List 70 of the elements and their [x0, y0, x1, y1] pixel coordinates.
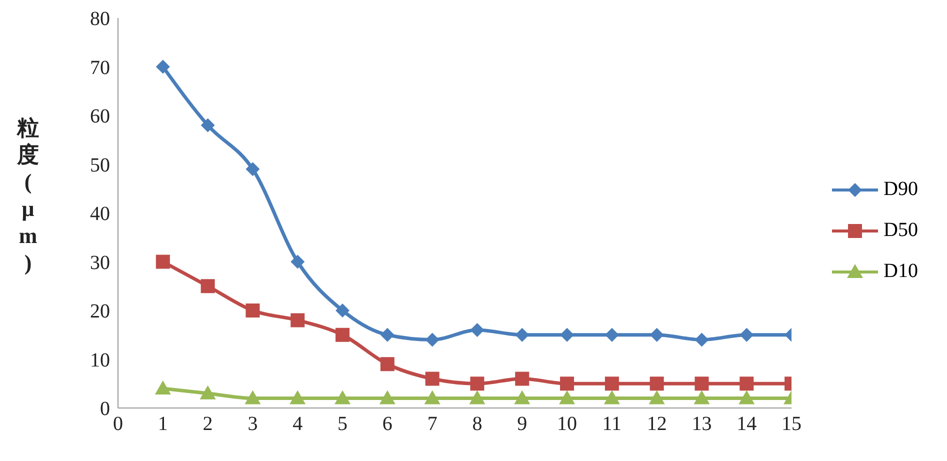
point: [200, 385, 216, 400]
x-tick-label: 11: [602, 413, 622, 436]
point: [380, 357, 394, 372]
x-tick-label: 2: [202, 413, 213, 436]
y-tick-label: 10: [90, 349, 110, 372]
x-tick-label: 14: [736, 413, 757, 436]
point: [470, 323, 484, 337]
x-tick-label: 6: [382, 413, 392, 436]
x-tick-label: 9: [517, 413, 528, 436]
x-tick-label: 4: [292, 413, 303, 436]
point: [740, 328, 754, 342]
y-tick-label: 0: [100, 398, 110, 420]
point: [246, 162, 260, 176]
legend-label: D10: [884, 260, 918, 283]
x-tick-label: 13: [692, 413, 712, 436]
point: [200, 118, 215, 132]
x-tick-label: 10: [557, 413, 578, 436]
point: [156, 254, 170, 269]
legend-label: D90: [884, 178, 918, 201]
y-tick-label: 20: [90, 300, 110, 323]
point: [559, 390, 576, 404]
point: [336, 328, 350, 342]
point: [694, 376, 709, 391]
point: [650, 376, 664, 391]
y-tick-label: 40: [90, 203, 110, 226]
point: [154, 380, 171, 394]
y-tick-label: 70: [90, 56, 110, 79]
x-tick-label: 5: [338, 413, 348, 436]
point: [244, 390, 261, 404]
x-tick-label: 3: [248, 413, 258, 436]
point: [379, 390, 396, 404]
x-tick-label: 7: [427, 413, 438, 436]
point: [694, 332, 709, 347]
x-tick-label: 12: [646, 413, 667, 436]
point: [604, 376, 619, 391]
point: [380, 328, 394, 342]
legend-label: D50: [884, 219, 918, 242]
point: [425, 372, 440, 386]
point: [604, 328, 619, 342]
point: [515, 372, 530, 386]
x-tick-label: 1: [158, 413, 168, 436]
point: [740, 376, 754, 391]
point: [650, 328, 664, 342]
y-axis-title: 粒度(μm): [16, 115, 39, 275]
point: [336, 304, 350, 318]
y-tick-label: 60: [90, 106, 110, 128]
point: [604, 390, 620, 404]
point: [694, 390, 710, 404]
point: [290, 254, 305, 269]
point: [424, 390, 440, 404]
point: [334, 390, 351, 404]
point: [738, 390, 755, 404]
point: [156, 60, 170, 74]
point: [648, 390, 665, 404]
point: [514, 390, 530, 404]
point: [469, 390, 486, 404]
point: [515, 328, 530, 342]
y-tick-label: 80: [90, 8, 110, 30]
point: [425, 332, 440, 347]
x-tick-label: 15: [782, 413, 802, 436]
y-tick-label: 30: [90, 252, 110, 274]
point: [290, 390, 306, 404]
x-tick-label: 8: [472, 413, 482, 436]
point: [290, 313, 305, 328]
point: [246, 304, 260, 318]
point: [470, 376, 484, 391]
point: [200, 279, 215, 294]
y-tick-label: 50: [90, 154, 110, 176]
point: [560, 376, 574, 391]
point: [560, 328, 574, 342]
